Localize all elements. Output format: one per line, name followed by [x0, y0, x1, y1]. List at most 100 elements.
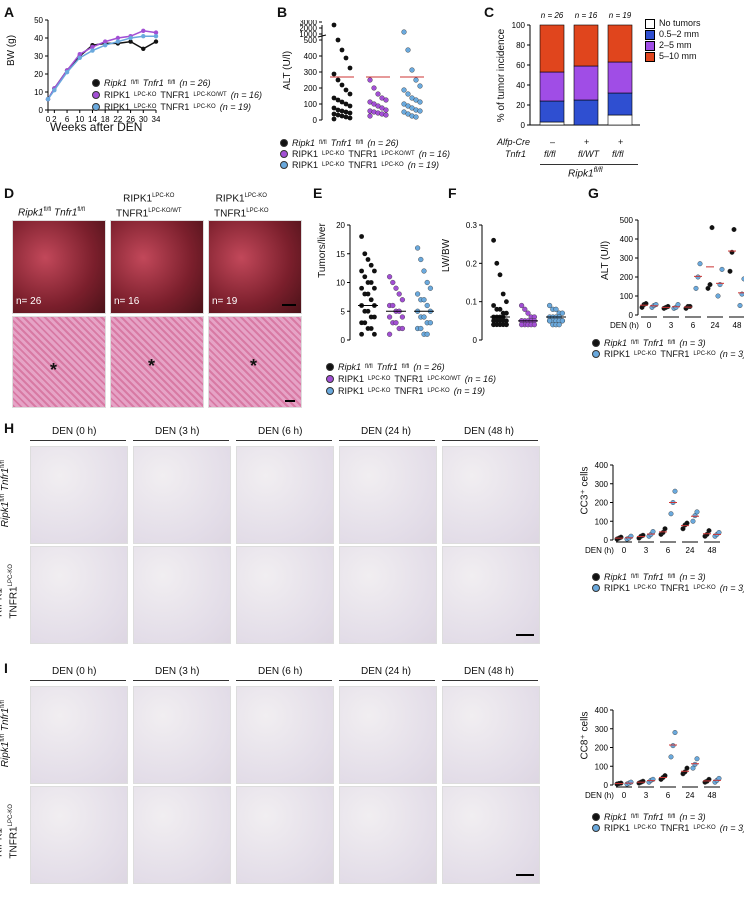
data-point [331, 111, 337, 117]
data-point [628, 779, 634, 785]
x-tick-label: 0 [46, 115, 51, 124]
x-tick-label: 30 [139, 115, 148, 124]
legend-entry: RIPK1 LPC-KO TNFR1 LPC-KO (n = 3) [592, 823, 744, 833]
data-point [668, 511, 674, 517]
y-tick-label: 5 [341, 307, 346, 316]
timepoint-rule [133, 680, 229, 681]
y-tick-label: 300 [595, 480, 609, 489]
data-point [368, 280, 374, 285]
data-point [359, 285, 364, 291]
ihc-micrograph [339, 546, 437, 644]
data-point [153, 30, 159, 35]
data-point [90, 48, 95, 53]
data-point [409, 67, 415, 73]
data-point [424, 331, 430, 337]
data-point [141, 34, 146, 39]
x-tick-label: 22 [113, 115, 122, 124]
data-point [418, 256, 424, 263]
data-point [694, 756, 700, 762]
x-tick-label: 48 [708, 546, 717, 555]
stack-segment [607, 114, 633, 126]
data-point [343, 109, 349, 115]
data-point [331, 71, 337, 77]
data-point [668, 754, 674, 760]
y-tick-label: 0 [313, 116, 318, 125]
timepoint-rule [236, 680, 332, 681]
timepoint-rule [30, 440, 126, 441]
timepoint-label: DEN (24 h) [361, 426, 412, 437]
y-tick-label: 10 [34, 88, 43, 97]
liver-photo-het [110, 220, 204, 314]
x-tick-label: 26 [126, 115, 135, 124]
data-point [343, 101, 349, 107]
y-tick-label: 30 [34, 52, 43, 61]
data-point [715, 293, 721, 299]
b-ylabel: ALT (U/l) [282, 50, 294, 91]
stack-segment [573, 99, 599, 126]
he-section-ko [208, 316, 302, 408]
data-point [347, 103, 353, 109]
data-point [421, 297, 427, 303]
x-tick-label: 24 [686, 546, 695, 555]
data-point [731, 227, 737, 233]
y-tick-label: 10 [336, 279, 345, 288]
data-point [128, 39, 133, 44]
ihc-micrograph [133, 546, 231, 644]
data-point [417, 83, 423, 89]
y-tick-label: 200 [595, 499, 609, 508]
data-point [375, 91, 381, 97]
series-line [47, 30, 157, 100]
data-point [417, 99, 423, 105]
data-point [687, 303, 693, 309]
data-point [414, 245, 421, 251]
timepoint-label: DEN (6 h) [258, 666, 303, 677]
y-tick-label: 0 [604, 536, 609, 545]
chart-f: 0 0.1 0.2 0.3 [466, 221, 566, 345]
legend-entry: RIPK1 LPC-KO TNFR1 LPC-KO/WT (n = 16) [92, 90, 262, 100]
data-point [115, 35, 121, 41]
data-point [675, 302, 681, 308]
row-label-ctrl: Ripk1fl/fl Tnfr1fl/fl [0, 460, 12, 528]
panel-label-e: E [313, 185, 323, 201]
y-tick-label: 20 [336, 221, 345, 230]
x-tick-label: 0 [622, 546, 627, 555]
data-point [383, 112, 389, 118]
y-tick-label: 100 [620, 292, 634, 301]
data-point [500, 291, 506, 297]
data-point [339, 108, 345, 114]
x-tick-label: 48 [733, 321, 742, 330]
data-point [115, 39, 121, 44]
legend-entry: RIPK1 LPC-KO TNFR1 LPC-KO (n = 3) [592, 583, 744, 593]
y-tick-label: 100 [595, 762, 609, 771]
axis-break [317, 34, 327, 38]
data-point [405, 91, 411, 97]
ihc-micrograph [133, 446, 231, 544]
panel-label-b: B [277, 4, 288, 20]
data-point [367, 113, 373, 119]
panel-label-a: A [4, 4, 15, 20]
data-point [421, 314, 427, 320]
data-point [709, 225, 715, 231]
d-title: RIPK1LPC-KO TNFR1LPC-KO/WT [116, 193, 182, 220]
y-tick-label: 100 [304, 100, 318, 109]
ihc-micrograph [30, 546, 128, 644]
timepoint-label: DEN (48 h) [464, 666, 515, 677]
data-point [368, 297, 374, 303]
ihc-micrograph [442, 546, 540, 644]
panel-label-c: C [484, 4, 495, 20]
ihc-micrograph [30, 786, 128, 884]
chart-c: 0 20 40 60 80 100 n = 26 n = 16 n = 19 [512, 11, 640, 130]
data-point [393, 320, 399, 326]
x-tick-label: 3 [644, 791, 649, 800]
n-label: n = 26 [541, 11, 564, 20]
ihc-micrograph [339, 786, 437, 884]
data-point [727, 268, 733, 274]
he-asterisk-ctrl: * [50, 360, 58, 380]
data-point [546, 318, 553, 324]
panel-label-f: F [448, 185, 457, 201]
ihc-micrograph [236, 446, 334, 544]
d-n-ctrl: n= 26 [16, 296, 42, 307]
stack-segment [539, 100, 565, 123]
